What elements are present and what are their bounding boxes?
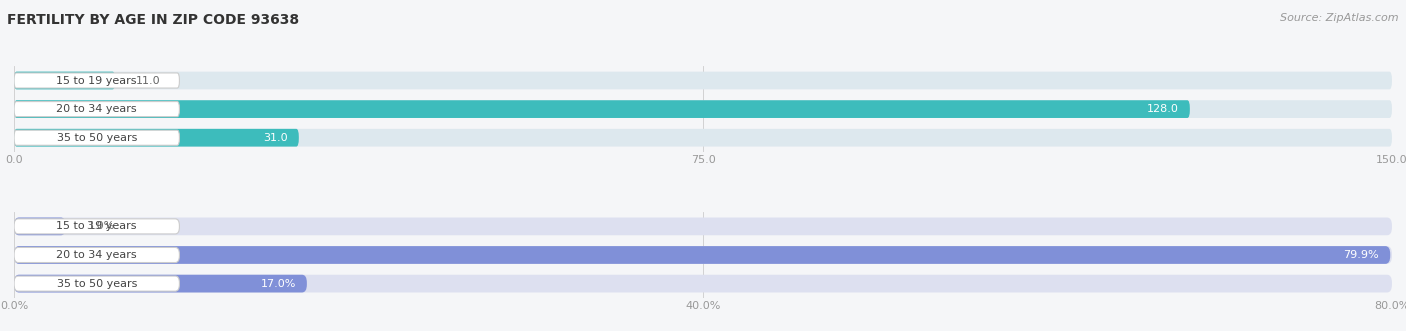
FancyBboxPatch shape	[14, 71, 1392, 89]
FancyBboxPatch shape	[14, 102, 180, 117]
FancyBboxPatch shape	[14, 100, 1189, 118]
Text: 128.0: 128.0	[1147, 104, 1178, 114]
FancyBboxPatch shape	[14, 217, 1392, 235]
Text: 31.0: 31.0	[263, 133, 288, 143]
FancyBboxPatch shape	[14, 248, 180, 262]
Text: 79.9%: 79.9%	[1344, 250, 1379, 260]
Text: FERTILITY BY AGE IN ZIP CODE 93638: FERTILITY BY AGE IN ZIP CODE 93638	[7, 13, 299, 27]
Text: 15 to 19 years: 15 to 19 years	[56, 221, 136, 231]
Text: 20 to 34 years: 20 to 34 years	[56, 250, 136, 260]
Text: 17.0%: 17.0%	[260, 279, 295, 289]
FancyBboxPatch shape	[14, 71, 115, 89]
Text: 3.0%: 3.0%	[86, 221, 115, 231]
FancyBboxPatch shape	[14, 246, 1392, 264]
Text: 35 to 50 years: 35 to 50 years	[56, 279, 136, 289]
FancyBboxPatch shape	[14, 217, 66, 235]
FancyBboxPatch shape	[14, 219, 180, 234]
FancyBboxPatch shape	[14, 73, 180, 88]
FancyBboxPatch shape	[14, 130, 180, 145]
FancyBboxPatch shape	[14, 129, 1392, 147]
Text: 15 to 19 years: 15 to 19 years	[56, 75, 136, 85]
FancyBboxPatch shape	[14, 100, 1392, 118]
Text: 11.0: 11.0	[136, 75, 160, 85]
FancyBboxPatch shape	[14, 275, 1392, 293]
FancyBboxPatch shape	[14, 246, 1391, 264]
FancyBboxPatch shape	[14, 276, 180, 291]
Text: Source: ZipAtlas.com: Source: ZipAtlas.com	[1281, 13, 1399, 23]
FancyBboxPatch shape	[14, 129, 299, 147]
Text: 20 to 34 years: 20 to 34 years	[56, 104, 136, 114]
Text: 35 to 50 years: 35 to 50 years	[56, 133, 136, 143]
FancyBboxPatch shape	[14, 275, 307, 293]
